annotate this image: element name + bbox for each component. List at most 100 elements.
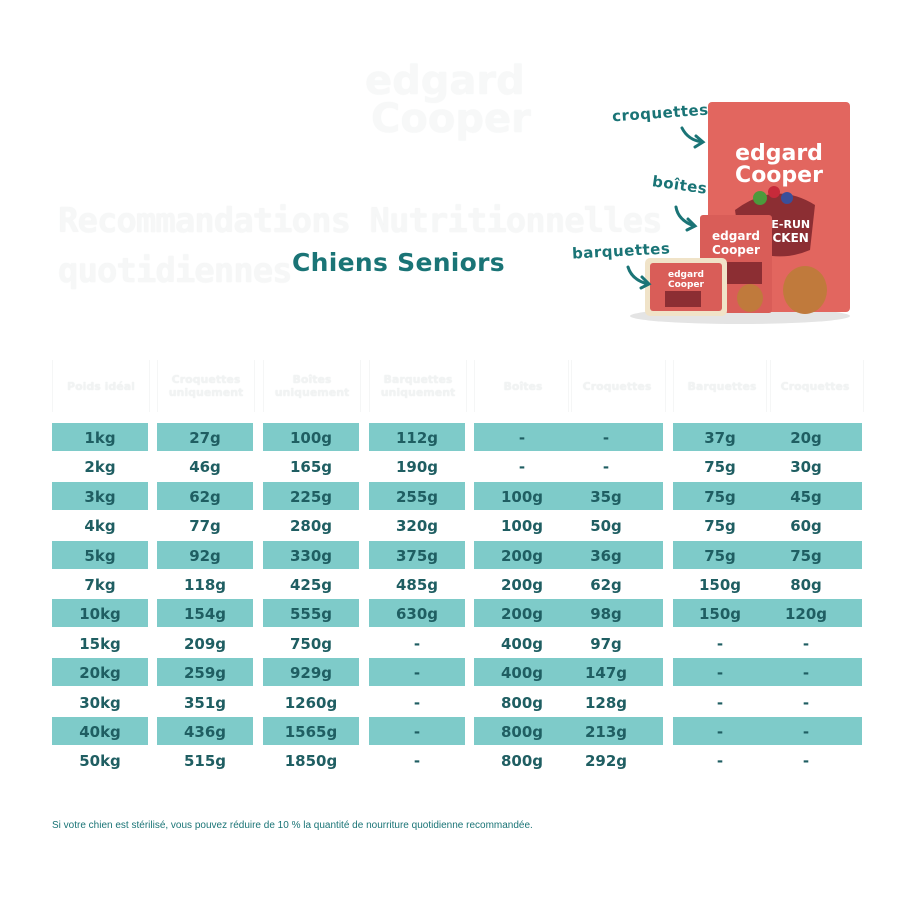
row-band bbox=[263, 540, 359, 569]
table-cell: 75g bbox=[790, 546, 822, 565]
table-cell: 200g bbox=[500, 546, 544, 565]
table-cell: 190g bbox=[395, 458, 439, 477]
row-band bbox=[474, 717, 663, 745]
table-cell: 15kg bbox=[79, 634, 121, 653]
row-band bbox=[263, 481, 359, 510]
table-cell: 80g bbox=[790, 576, 822, 594]
table-cell: 62g bbox=[189, 487, 221, 506]
table-cell: - bbox=[716, 693, 724, 712]
table-cell: - bbox=[413, 693, 421, 712]
table-cell: 20g bbox=[790, 429, 822, 447]
table-cell: - bbox=[518, 429, 526, 447]
table-cell: - bbox=[602, 458, 610, 477]
row-band bbox=[673, 658, 862, 687]
table-cell: 40kg bbox=[79, 723, 121, 741]
table-cell: 30g bbox=[790, 458, 822, 477]
table-cell: 45g bbox=[790, 487, 822, 506]
product-image: edgard Cooper FREE-RUN CHICKEN edgard Co… bbox=[626, 102, 850, 324]
table-cell: 259g bbox=[183, 664, 227, 683]
row-band bbox=[263, 423, 359, 451]
row-band bbox=[157, 658, 253, 687]
svg-text:Cooper: Cooper bbox=[668, 280, 705, 290]
table-cell: 30kg bbox=[79, 693, 121, 712]
table-cell: - bbox=[802, 664, 810, 683]
table-cell: - bbox=[413, 723, 421, 741]
row-band bbox=[369, 423, 465, 451]
table-cell: 929g bbox=[289, 664, 333, 683]
row-band bbox=[52, 481, 148, 510]
table-cell: 75g bbox=[704, 458, 736, 477]
arrow-icons bbox=[626, 126, 706, 290]
table-cell: 280g bbox=[289, 517, 333, 536]
row-band bbox=[673, 540, 862, 569]
row-band bbox=[52, 599, 148, 628]
table-cell: - bbox=[716, 723, 724, 741]
row-band bbox=[157, 481, 253, 510]
column-header: Barquettes uniquement bbox=[369, 360, 467, 412]
column-header: Croquettes uniquement bbox=[157, 360, 255, 412]
table-cell: 7kg bbox=[84, 576, 116, 594]
table-cell: 200g bbox=[500, 576, 544, 594]
table-cell: 75g bbox=[704, 487, 736, 506]
column-header: Boîtes uniquement bbox=[263, 360, 361, 412]
logo-line2: Cooper bbox=[371, 96, 531, 142]
table-cell: 400g bbox=[500, 664, 544, 683]
table-cell: 3kg bbox=[84, 487, 116, 506]
table-cell: 20kg bbox=[79, 664, 121, 683]
table-cell: - bbox=[802, 634, 810, 653]
table-cell: - bbox=[716, 634, 724, 653]
table-cell: 750g bbox=[289, 634, 333, 653]
row-band bbox=[673, 423, 862, 451]
table-cell: - bbox=[802, 723, 810, 741]
row-band bbox=[157, 717, 253, 745]
table-cell: - bbox=[518, 458, 526, 477]
table-cell: 112g bbox=[395, 429, 439, 447]
table-cell: 213g bbox=[584, 723, 628, 741]
row-band bbox=[52, 423, 148, 451]
table-cell: 97g bbox=[590, 634, 622, 653]
table-cell: 150g bbox=[698, 605, 742, 624]
table-cell: 485g bbox=[395, 576, 439, 594]
table-cell: 100g bbox=[500, 517, 544, 536]
page-title: Recommandations Nutritionnelles quotidie… bbox=[58, 201, 663, 291]
table-cell: - bbox=[716, 752, 724, 771]
table-cell: 36g bbox=[590, 546, 622, 565]
table-cell: 200g bbox=[500, 605, 544, 624]
row-band bbox=[263, 599, 359, 628]
svg-text:Cooper: Cooper bbox=[735, 163, 823, 188]
table-cell: - bbox=[716, 664, 724, 683]
column-header: Boîtes bbox=[474, 360, 572, 412]
svg-text:edgard: edgard bbox=[712, 229, 760, 243]
table-cell: 400g bbox=[500, 634, 544, 653]
table-cell: 4kg bbox=[84, 517, 116, 536]
row-band bbox=[369, 658, 465, 687]
row-band bbox=[474, 540, 663, 569]
row-band bbox=[52, 658, 148, 687]
table-cell: 555g bbox=[289, 605, 333, 624]
row-band bbox=[369, 540, 465, 569]
table-cell: 2kg bbox=[84, 458, 116, 477]
row-band bbox=[369, 599, 465, 628]
table-cell: 800g bbox=[500, 693, 544, 712]
row-band bbox=[52, 540, 148, 569]
column-header: Croquettes bbox=[766, 360, 864, 412]
table-cell: - bbox=[602, 429, 610, 447]
column-header: Poids idéal bbox=[52, 360, 150, 412]
table-cell: 800g bbox=[500, 723, 544, 741]
table-cell: 75g bbox=[704, 517, 736, 536]
table-cell: 75g bbox=[704, 546, 736, 565]
table-cell: 320g bbox=[395, 517, 439, 536]
table-cell: - bbox=[413, 752, 421, 771]
table-cell: 62g bbox=[590, 576, 622, 594]
table-cell: 255g bbox=[395, 487, 439, 506]
table-cell: 209g bbox=[183, 634, 227, 653]
table-cell: 5kg bbox=[84, 546, 116, 565]
table-cell: 37g bbox=[704, 429, 736, 447]
table-cell: - bbox=[413, 634, 421, 653]
table-cell: 118g bbox=[183, 576, 227, 594]
svg-text:edgard: edgard bbox=[668, 270, 704, 280]
table-cell: 1565g bbox=[284, 723, 338, 741]
row-band bbox=[52, 717, 148, 745]
table-cell: 50kg bbox=[79, 752, 121, 771]
table-cell: 27g bbox=[189, 429, 221, 447]
